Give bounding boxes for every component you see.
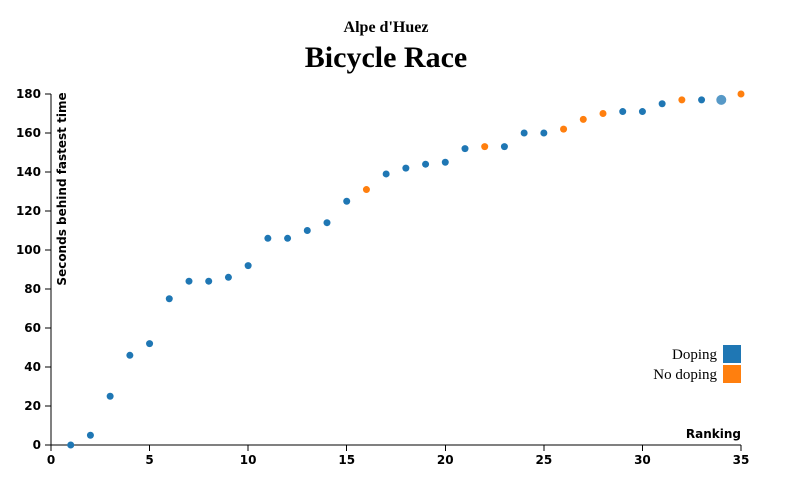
data-point-doping[interactable]: [716, 94, 727, 105]
data-point-doping[interactable]: [619, 108, 627, 116]
data-point-doping[interactable]: [658, 100, 666, 108]
y-tick-label: 40: [24, 360, 41, 374]
data-point-doping[interactable]: [303, 227, 311, 234]
data-point-no-doping[interactable]: [362, 186, 370, 194]
legend-label: No doping: [653, 367, 717, 383]
legend-label: Doping: [672, 347, 718, 363]
legend-swatch: [723, 345, 741, 363]
y-tick-label: 140: [16, 165, 41, 179]
data-point-doping[interactable]: [165, 295, 173, 303]
data-point-no-doping[interactable]: [599, 110, 607, 117]
data-point-no-doping[interactable]: [579, 115, 587, 123]
data-point-doping[interactable]: [323, 219, 331, 227]
data-point-doping[interactable]: [185, 277, 193, 285]
data-point-doping[interactable]: [520, 129, 528, 137]
data-point-doping[interactable]: [382, 170, 390, 178]
data-point-doping[interactable]: [402, 164, 410, 172]
data-point-no-doping[interactable]: [678, 96, 686, 104]
data-point-doping[interactable]: [343, 197, 351, 205]
data-point-doping[interactable]: [540, 129, 548, 137]
data-point-doping[interactable]: [126, 351, 134, 359]
data-point-doping[interactable]: [638, 108, 646, 116]
data-point-doping[interactable]: [698, 96, 706, 104]
y-tick-label: 0: [33, 438, 41, 452]
x-tick-label: 35: [733, 453, 750, 467]
data-point-doping[interactable]: [461, 145, 469, 153]
y-tick-label: 180: [16, 87, 41, 101]
axes: 0 5 10 15 20 25 30 35 0 20 40 60 80 100 120 140 160 180: [16, 87, 749, 467]
data-point-doping[interactable]: [244, 262, 252, 270]
data-point-doping[interactable]: [67, 441, 75, 449]
data-point-doping[interactable]: [86, 431, 94, 439]
x-tick-label: 5: [145, 453, 153, 467]
chart-subtitle: Alpe d'Huez: [344, 19, 429, 36]
data-point-no-doping[interactable]: [560, 125, 568, 133]
data-point-doping[interactable]: [441, 158, 449, 166]
y-tick-label: 20: [24, 399, 41, 413]
y-tick-label: 100: [16, 243, 41, 257]
data-point-doping[interactable]: [106, 392, 114, 400]
x-tick-label: 10: [240, 453, 257, 467]
y-tick-label: 60: [24, 321, 41, 335]
data-point-doping[interactable]: [264, 234, 272, 242]
data-point-doping[interactable]: [205, 277, 213, 285]
y-tick-label: 160: [16, 126, 41, 140]
x-tick-label: 30: [634, 453, 651, 467]
x-axis-label: Ranking: [686, 427, 741, 441]
x-tick-label: 20: [437, 453, 454, 467]
data-point-doping[interactable]: [146, 340, 154, 348]
data-point-no-doping[interactable]: [737, 90, 745, 98]
data-point-doping[interactable]: [224, 273, 232, 281]
y-axis-label: Seconds behind fastest time: [55, 92, 69, 285]
y-tick-label: 80: [24, 282, 41, 296]
data-point-doping[interactable]: [422, 160, 430, 168]
data-point-doping[interactable]: [284, 234, 292, 242]
x-tick-label: 0: [47, 453, 55, 467]
legend: Doping No doping: [653, 345, 741, 383]
x-tick-label: 15: [338, 453, 355, 467]
y-tick-label: 120: [16, 204, 41, 218]
chart-title: Bicycle Race: [305, 41, 467, 74]
x-tick-label: 25: [536, 453, 553, 467]
legend-swatch: [723, 365, 741, 383]
data-point-doping[interactable]: [500, 143, 508, 151]
data-point-no-doping[interactable]: [481, 143, 489, 151]
data-points: [67, 90, 745, 449]
